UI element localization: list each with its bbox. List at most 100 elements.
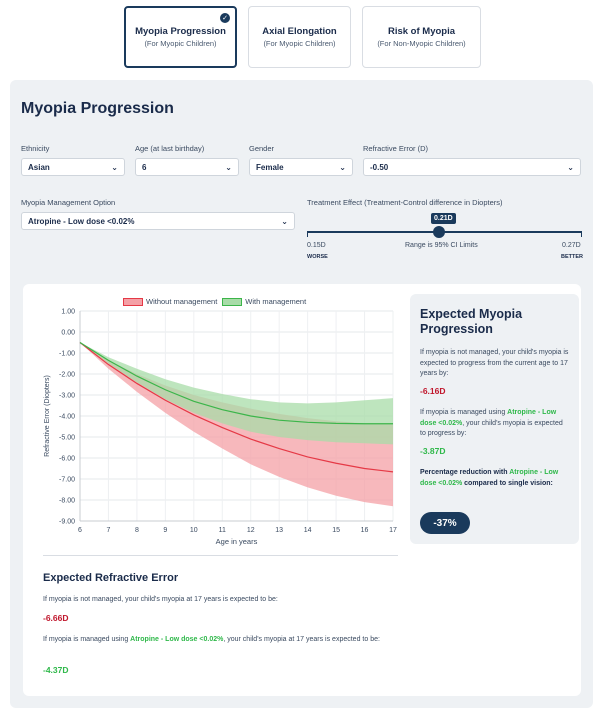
treatment-slider-handle[interactable]	[433, 226, 445, 238]
refractive-text-unmanaged: If myopia is not managed, your child's m…	[43, 596, 278, 603]
x-tick-label: 6	[78, 527, 82, 534]
expected-progression-box: Expected Myopia Progression If myopia is…	[410, 294, 579, 544]
page-title: Myopia Progression	[21, 100, 174, 117]
x-tick-label: 16	[361, 527, 369, 534]
chart-legend: Without management With management	[123, 297, 307, 307]
y-tick-label: -8.00	[59, 498, 75, 505]
treatment-slider-value: 0.21D	[431, 213, 456, 224]
percentage-reduction-pre: Percentage reduction with	[420, 469, 510, 476]
refractive-value-unmanaged: -6.66D	[43, 613, 69, 623]
tab-subtitle: (For Myopic Children)	[144, 39, 217, 48]
refractive-error-select[interactable]: -0.50 ⌄	[363, 158, 581, 176]
tab-subtitle: (For Non-Myopic Children)	[377, 39, 466, 48]
x-tick-label: 17	[389, 527, 397, 534]
slider-min-label: 0.15D	[307, 242, 326, 249]
myopia-progression-chart: 1.00 0.00 -1.00 -2.00 -3.00 -4.00 -5.00 -6.00 -7…	[44, 309, 397, 547]
expected-text-unmanaged: If myopia is not managed, your child's m…	[420, 349, 569, 377]
x-tick-label: 14	[304, 527, 312, 534]
x-tick-label: 9	[163, 527, 167, 534]
refractive-error-value: -0.50	[370, 162, 389, 172]
y-tick-label: -6.00	[59, 456, 75, 463]
age-select[interactable]: 6 ⌄	[135, 158, 239, 176]
refractive-text-managed: If myopia is managed using Atropine - Lo…	[43, 634, 393, 645]
legend-label-without: Without management	[146, 297, 218, 306]
tab-myopia-progression[interactable]: ✓ Myopia Progression (For Myopic Childre…	[124, 6, 237, 68]
age-label: Age (at last birthday)	[135, 144, 205, 153]
y-axis-title: Refractive Error (Diopters)	[44, 375, 51, 457]
gender-value: Female	[256, 162, 284, 172]
chevron-down-icon: ⌄	[567, 162, 574, 172]
x-tick-label: 7	[107, 527, 111, 534]
chevron-down-icon: ⌄	[225, 162, 232, 172]
y-tick-label: 0.00	[61, 330, 75, 337]
y-tick-label: -2.00	[59, 372, 75, 379]
refractive-text-managed-pre: If myopia is managed using	[43, 636, 131, 643]
x-tick-label: 10	[190, 527, 198, 534]
percentage-reduction-option: Atropine - Low dose <0.02%	[420, 469, 559, 487]
legend-label-with: With management	[245, 297, 307, 306]
refractive-text-managed-post: , your child's myopia at 17 years is exp…	[223, 636, 380, 643]
expected-text-managed-post: , your child's myopia is expected to pro…	[420, 419, 563, 438]
legend-item-with[interactable]: With management	[222, 297, 307, 307]
y-tick-label: -9.00	[59, 519, 75, 526]
expected-value-unmanaged: -6.16D	[420, 386, 446, 396]
series-line-with	[79, 341, 393, 425]
slider-max-word: BETTER	[561, 254, 583, 260]
expected-text-managed-pre: If myopia is managed using	[420, 409, 508, 416]
slider-min-word: WORSE	[307, 254, 328, 260]
refractive-value-managed: -4.37D	[43, 665, 69, 675]
expected-text-managed-option: Atropine - Low dose <0.02%	[420, 409, 557, 427]
tab-subtitle: (For Myopic Children)	[263, 39, 336, 48]
tab-axial-elongation[interactable]: Axial Elongation (For Myopic Children)	[248, 6, 351, 68]
y-tick-label: -4.00	[59, 414, 75, 421]
x-tick-label: 8	[135, 527, 139, 534]
age-value: 6	[142, 162, 147, 172]
chevron-down-icon: ⌄	[339, 162, 346, 172]
tab-title: Axial Elongation	[262, 26, 337, 37]
ethnicity-label: Ethnicity	[21, 144, 50, 153]
x-axis-title: Age in years	[216, 537, 258, 546]
slider-tick-max	[581, 231, 582, 237]
y-tick-label: -1.00	[59, 351, 75, 358]
expected-refractive-error-title: Expected Refractive Error	[43, 572, 179, 584]
legend-swatch-with	[222, 298, 243, 307]
legend-item-without[interactable]: Without management	[123, 297, 218, 307]
ethnicity-value: Asian	[28, 162, 50, 172]
refractive-error-label: Refractive Error (D)	[363, 144, 429, 153]
x-tick-label: 12	[247, 527, 255, 534]
treatment-effect-label: Treatment Effect (Treatment-Control diff…	[307, 198, 503, 207]
y-tick-label: -3.00	[59, 393, 75, 400]
chevron-down-icon: ⌄	[111, 162, 118, 172]
management-label: Myopia Management Option	[21, 198, 116, 207]
y-tick-label: 1.00	[61, 309, 75, 316]
percentage-reduction-badge: -37%	[420, 512, 470, 534]
expected-text-managed: If myopia is managed using Atropine - Lo…	[420, 408, 570, 440]
expected-value-managed: -3.87D	[420, 446, 446, 456]
myopia-progression-panel: Myopia Progression Ethnicity Asian ⌄ Age…	[10, 80, 593, 708]
confidence-band-with	[80, 342, 393, 445]
ethnicity-select[interactable]: Asian ⌄	[21, 158, 125, 176]
series-line-without	[79, 342, 394, 473]
slider-range-note: Range is 95% CI Limits	[405, 242, 478, 249]
section-divider	[43, 555, 398, 556]
management-value: Atropine - Low dose <0.02%	[28, 216, 135, 226]
percentage-reduction-post: compared to single vision:	[462, 479, 553, 487]
y-tick-label: -5.00	[59, 435, 75, 442]
expected-progression-title: Expected Myopia Progression	[420, 307, 523, 336]
management-select[interactable]: Atropine - Low dose <0.02% ⌄	[21, 212, 295, 230]
legend-swatch-without	[123, 298, 143, 307]
tab-bar: ✓ Myopia Progression (For Myopic Childre…	[124, 6, 481, 68]
y-tick-label: -7.00	[59, 477, 75, 484]
chevron-down-icon: ⌄	[281, 216, 288, 226]
tab-title: Myopia Progression	[135, 26, 226, 37]
percentage-reduction-text: Percentage reduction with Atropine - Low…	[420, 468, 570, 489]
slider-tick-min	[307, 231, 308, 237]
x-tick-label: 11	[219, 527, 226, 534]
gender-select[interactable]: Female ⌄	[249, 158, 353, 176]
slider-max-label: 0.27D	[562, 242, 581, 249]
tab-risk-of-myopia[interactable]: Risk of Myopia (For Non-Myopic Children)	[362, 6, 481, 68]
x-tick-label: 13	[275, 527, 283, 534]
results-card: Without management With management 1.00 0…	[23, 284, 581, 696]
check-icon: ✓	[220, 13, 230, 23]
gender-label: Gender	[249, 144, 275, 153]
